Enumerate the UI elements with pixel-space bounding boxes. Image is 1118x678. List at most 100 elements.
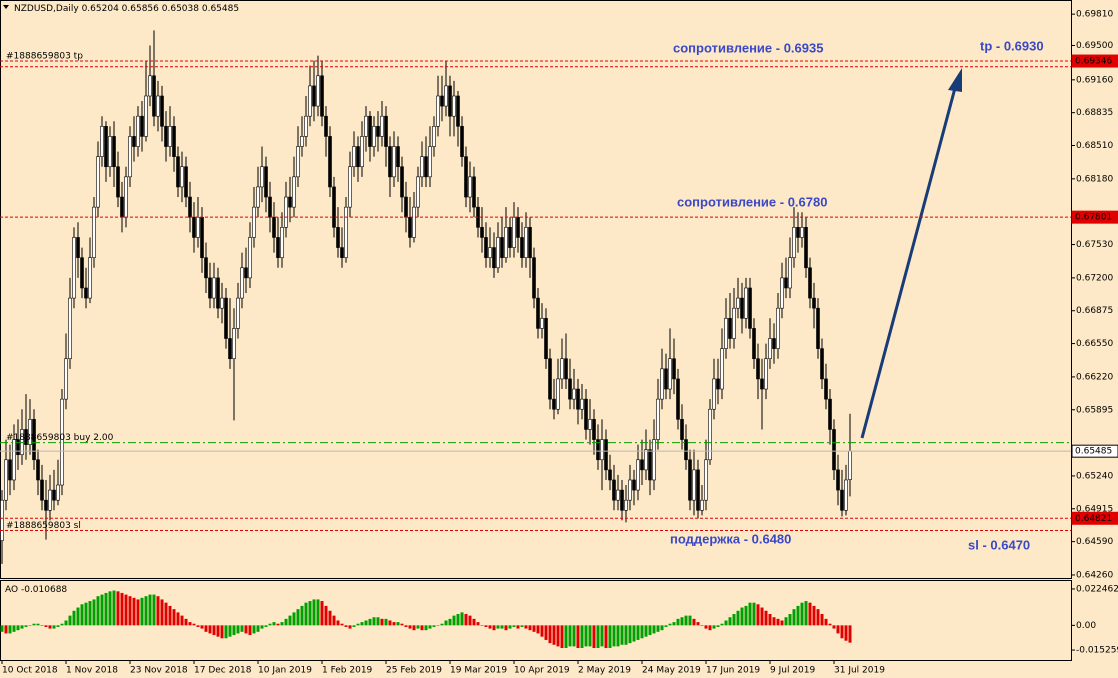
indicator-bar	[348, 625, 352, 629]
indicator-bar	[160, 599, 164, 626]
indicator-bar	[544, 625, 548, 640]
candle-body	[348, 166, 352, 208]
candle-body	[836, 469, 840, 491]
indicator-bar	[440, 623, 444, 626]
candle-body	[272, 216, 276, 238]
candle-body	[320, 75, 324, 117]
candle-body	[40, 479, 44, 501]
indicator-bar	[592, 625, 596, 649]
indicator-bar	[280, 622, 284, 626]
candle-body	[200, 216, 204, 258]
candle-body	[64, 358, 68, 400]
indicator-bar	[528, 625, 532, 631]
indicator-bar	[136, 599, 140, 626]
candle-body	[644, 449, 648, 471]
candle-body	[480, 227, 484, 238]
candle-body	[500, 237, 504, 258]
candle-body	[120, 196, 124, 218]
indicator-bar	[196, 625, 200, 627]
candle-body	[812, 297, 816, 309]
y-tick-label: 0.69160	[1076, 75, 1113, 85]
candle-body	[100, 126, 104, 157]
indicator-bar	[188, 622, 192, 626]
candle-body	[712, 378, 716, 410]
y-tick-label: 0.68835	[1076, 108, 1113, 118]
candle-body	[356, 146, 360, 168]
indicator-bar	[12, 625, 16, 632]
indicator-bar	[144, 596, 148, 626]
indicator-bar	[472, 618, 476, 626]
indicator-bar	[56, 625, 60, 627]
candle-body	[80, 257, 84, 289]
indicator-bar	[744, 605, 748, 626]
indicator-bar	[776, 618, 780, 626]
indicator-bar	[844, 625, 848, 641]
indicator-bar	[668, 623, 672, 626]
indicator-bar	[208, 625, 212, 634]
candle-body	[396, 146, 400, 168]
candle-body	[180, 166, 184, 188]
indicator-bar	[816, 609, 820, 626]
indicator-bar	[80, 604, 84, 626]
candle-body	[744, 287, 748, 319]
indicator-bar	[424, 625, 428, 631]
candle-body	[288, 196, 292, 208]
indicator-bar	[672, 622, 676, 626]
indicator-bar	[296, 609, 300, 626]
candle-body	[316, 75, 320, 107]
candle-body	[580, 398, 584, 410]
indicator-bar	[624, 625, 628, 645]
indicator-bar	[168, 605, 172, 626]
indicator-bar	[220, 625, 224, 639]
candle-body	[132, 136, 136, 147]
indicator-bar	[368, 618, 372, 626]
candle-body	[16, 439, 20, 456]
indicator-bar	[608, 625, 612, 649]
candle-body	[44, 499, 48, 511]
indicator-bar	[232, 625, 236, 636]
candle-body	[220, 297, 224, 309]
indicator-bar	[276, 623, 280, 626]
candle-body	[748, 287, 752, 329]
candle-body	[296, 146, 300, 178]
indicator-bar	[124, 594, 128, 626]
candle-body	[312, 85, 316, 107]
indicator-bar	[824, 618, 828, 626]
indicator-bar	[680, 617, 684, 626]
indicator-bar	[8, 625, 12, 634]
candle-body	[668, 358, 672, 390]
candle-body	[204, 257, 208, 279]
indicator-bar	[156, 596, 160, 626]
candle-body	[60, 398, 64, 486]
candle-body	[416, 176, 420, 208]
candle-body	[340, 247, 344, 258]
indicator-bar	[212, 625, 216, 636]
indicator-bar	[616, 625, 620, 647]
indicator-bar	[352, 625, 356, 627]
arrow	[860, 87, 957, 439]
candle-body	[364, 115, 368, 137]
indicator-bar	[216, 625, 220, 637]
y-tick-label: 0.65240	[1076, 471, 1113, 481]
indicator-bar	[556, 625, 560, 647]
indicator-bar	[540, 625, 544, 637]
candle-body	[160, 95, 164, 127]
candle-body	[432, 126, 436, 147]
candle-body	[672, 358, 676, 380]
candle-body	[688, 459, 692, 501]
indicator-name: AO	[5, 585, 18, 595]
indicator-bar	[36, 623, 40, 626]
indicator-bar	[476, 622, 480, 626]
candle-body	[652, 439, 656, 481]
candle-body	[140, 115, 144, 137]
candle-body	[264, 166, 268, 198]
candle-body	[568, 378, 572, 400]
x-tick-label: 10 Oct 2018	[2, 666, 58, 676]
candle-body	[352, 146, 356, 168]
indicator-bar	[636, 625, 640, 640]
indicator-bar	[432, 625, 436, 627]
indicator-bar	[756, 604, 760, 626]
candle-body	[452, 95, 456, 117]
candle-body	[560, 358, 564, 380]
